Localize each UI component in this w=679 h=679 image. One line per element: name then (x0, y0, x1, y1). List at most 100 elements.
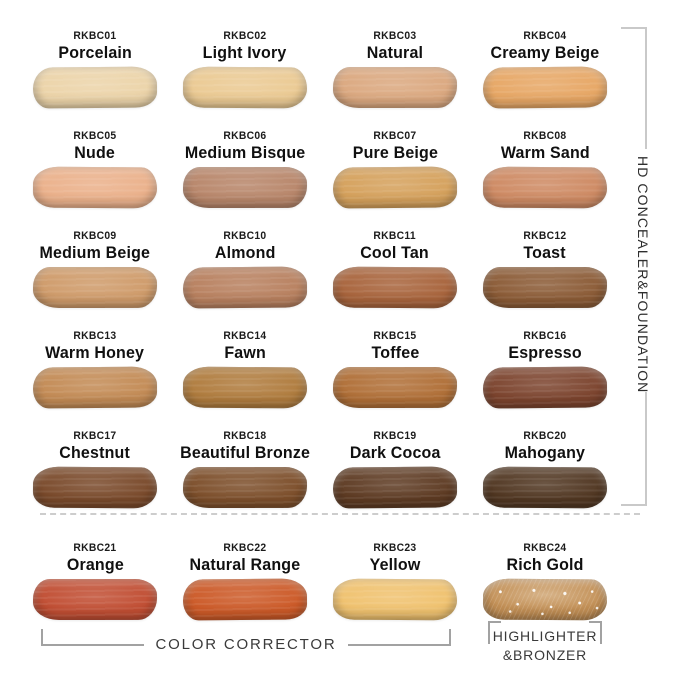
shade-code: RKBC24 (523, 542, 567, 554)
shade-name: Toast (523, 243, 567, 262)
shade-swatch (183, 467, 307, 508)
shade-swatch (332, 578, 458, 621)
shade-code: RKBC08 (523, 130, 567, 142)
shade-name: Pure Beige (352, 143, 438, 162)
shade-swatch (482, 578, 608, 621)
shade-code: RKBC18 (223, 430, 267, 442)
shade-swatch (32, 466, 158, 509)
shade-name: Light Ivory (203, 43, 287, 62)
shade-code: RKBC11 (373, 230, 417, 242)
highlighter-bracket-left-horizontal (488, 621, 501, 623)
shade-code: RKBC01 (73, 30, 117, 42)
shade-name: Cool Tan (360, 243, 430, 262)
highlighter-bracket-right-horizontal (589, 621, 602, 623)
shade-name: Toffee (371, 343, 419, 362)
swatch-cell: RKBC13 Warm Honey (20, 322, 170, 422)
shade-swatch (32, 166, 158, 209)
shade-swatch (33, 579, 157, 620)
swatch-cell: RKBC12 Toast (470, 222, 620, 322)
shade-name: Warm Sand (500, 143, 590, 162)
shade-code: RKBC15 (373, 330, 417, 342)
shade-swatch (332, 466, 458, 509)
swatch-cell: RKBC03 Natural (320, 22, 470, 122)
shade-code: RKBC02 (223, 30, 267, 42)
swatch-cell: RKBC05 Nude (20, 122, 170, 222)
shade-name: Mahogany (504, 443, 586, 462)
shade-code: RKBC20 (523, 430, 567, 442)
highlighter-bracket-left-vertical (488, 621, 490, 644)
shade-swatch (33, 267, 157, 308)
swatch-cell: RKBC01 Porcelain (20, 22, 170, 122)
highlighter-group-label-line2: &BRONZER (502, 647, 588, 663)
swatch-cell: RKBC09 Medium Beige (20, 222, 170, 322)
swatch-cell: RKBC21 Orange (20, 534, 170, 634)
shade-name: Natural Range (189, 555, 301, 574)
side-bracket-bottom-tick (621, 504, 647, 506)
shade-name: Yellow (369, 555, 421, 574)
corrector-bracket-left-tick (41, 629, 43, 646)
shade-name: Fawn (224, 343, 266, 362)
swatch-cell: RKBC10 Almond (170, 222, 320, 322)
shade-name: Natural (366, 43, 424, 62)
shade-swatch (182, 578, 308, 621)
shade-swatch (332, 266, 458, 309)
swatch-cell: RKBC02 Light Ivory (170, 22, 320, 122)
shade-swatch (32, 366, 158, 409)
shade-code: RKBC14 (223, 330, 267, 342)
side-bracket-top-tick (621, 27, 647, 29)
shade-name: Beautiful Bronze (180, 443, 310, 462)
shade-swatch (182, 66, 308, 109)
swatch-cell: RKBC08 Warm Sand (470, 122, 620, 222)
swatch-cell: RKBC19 Dark Cocoa (320, 422, 470, 522)
shade-code: RKBC16 (523, 330, 567, 342)
shade-code: RKBC10 (223, 230, 267, 242)
shade-code: RKBC22 (223, 542, 267, 554)
shade-name: Dark Cocoa (349, 443, 441, 462)
shade-name: Rich Gold (506, 555, 584, 574)
shade-name: Nude (74, 143, 116, 162)
shade-swatch (482, 166, 608, 209)
shade-code: RKBC21 (73, 542, 117, 554)
corrector-swatch-grid: RKBC21 Orange RKBC22 Natural Range RKBC2… (20, 534, 620, 634)
dashed-divider (40, 513, 640, 515)
shade-swatch (183, 167, 307, 208)
shade-name: Almond (214, 243, 276, 262)
shade-swatch (182, 266, 308, 309)
concealer-swatch-grid: RKBC01 Porcelain RKBC02 Light Ivory RKBC… (20, 22, 620, 522)
shade-code: RKBC09 (73, 230, 117, 242)
shade-code: RKBC04 (523, 30, 567, 42)
shade-swatch (333, 67, 457, 108)
swatch-cell: RKBC22 Natural Range (170, 534, 320, 634)
shade-code: RKBC07 (373, 130, 417, 142)
shade-code: RKBC13 (73, 330, 117, 342)
shade-swatch (482, 66, 608, 109)
shade-code: RKBC06 (223, 130, 267, 142)
swatch-cell: RKBC14 Fawn (170, 322, 320, 422)
corrector-group-label: COLOR CORRECTOR (41, 636, 451, 653)
shade-name: Medium Beige (39, 243, 151, 262)
shade-name: Espresso (508, 343, 582, 362)
side-bracket-line-bottom (645, 392, 647, 505)
swatch-cell: RKBC18 Beautiful Bronze (170, 422, 320, 522)
swatch-cell: RKBC16 Espresso (470, 322, 620, 422)
corrector-group-label-text: COLOR CORRECTOR (143, 636, 349, 653)
swatch-cell: RKBC06 Medium Bisque (170, 122, 320, 222)
shade-name: Creamy Beige (490, 43, 600, 62)
shade-swatch (333, 367, 457, 408)
highlighter-group-label-line1: HIGHLIGHTER (492, 628, 598, 644)
highlighter-bracket-right-vertical (600, 621, 602, 644)
swatch-cell: RKBC20 Mahogany (470, 422, 620, 522)
shade-swatch (482, 466, 608, 509)
shade-name: Medium Bisque (184, 143, 306, 162)
corrector-bracket-right-tick (449, 629, 451, 646)
shade-code: RKBC17 (73, 430, 117, 442)
shade-code: RKBC12 (523, 230, 567, 242)
shade-swatch (482, 366, 608, 409)
swatch-cell: RKBC11 Cool Tan (320, 222, 470, 322)
shade-code: RKBC03 (373, 30, 417, 42)
shade-name: Orange (66, 555, 124, 574)
swatch-cell: RKBC23 Yellow (320, 534, 470, 634)
side-group-label: HD CONCEALER&FOUNDATION (635, 156, 651, 394)
swatch-cell: RKBC24 Rich Gold (470, 534, 620, 634)
